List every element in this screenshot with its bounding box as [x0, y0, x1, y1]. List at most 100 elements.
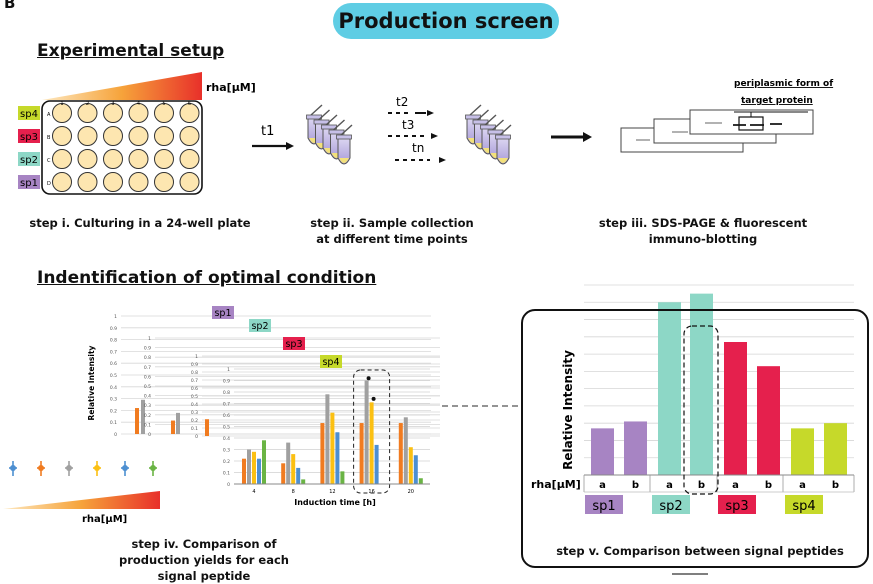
svg-text:0.4: 0.4 — [110, 385, 117, 391]
comp-highlight-box — [683, 325, 719, 495]
svg-text:0.9: 0.9 — [144, 346, 151, 352]
well — [179, 149, 200, 169]
plate-col-label: 4 — [137, 101, 140, 107]
well — [103, 172, 123, 192]
species-tag-label: sp1 — [20, 178, 38, 189]
well — [128, 172, 149, 192]
plot-area: 0 0.1 0.2 0.3 0.4 0.5 0.6 0.7 0.8 0.9 1 4 8 12 16 20 — [223, 367, 430, 495]
tube — [495, 124, 512, 165]
bar — [281, 463, 286, 484]
svg-text:1: 1 — [195, 354, 198, 360]
svg-text:0.5: 0.5 — [191, 394, 198, 400]
svg-text:0.2: 0.2 — [191, 418, 198, 424]
plate-col-label: 2 — [86, 101, 89, 107]
well — [52, 126, 72, 146]
bar — [301, 479, 306, 484]
section-setup-title: Experimental setup — [37, 41, 225, 61]
tube-rack-2 — [465, 104, 512, 165]
stacked-back-panels: 00.10.20.30.40.50.60.70.80.91 sp100.10.20… — [87, 306, 440, 440]
well — [179, 103, 200, 123]
comp-bar — [624, 421, 647, 475]
svg-text:0.8: 0.8 — [144, 355, 151, 361]
bar — [418, 478, 423, 484]
back-ylabel: Relative Intensity — [87, 345, 96, 420]
comp-xtick-label: a — [732, 480, 739, 491]
group-tag — [652, 495, 690, 514]
svg-text:0.3: 0.3 — [144, 403, 151, 409]
well — [103, 126, 123, 146]
bar — [335, 432, 340, 484]
comp-xtick-label: a — [599, 480, 606, 491]
group-tag-label: sp2 — [659, 499, 682, 514]
comp-xlabel: rha[μM] — [531, 478, 581, 491]
svg-text:0.1: 0.1 — [191, 426, 198, 432]
ytick-label: 0 — [227, 482, 230, 488]
well — [128, 103, 149, 123]
svg-text:0.2: 0.2 — [110, 408, 117, 414]
well — [52, 172, 72, 192]
plate-col-label: 3 — [111, 101, 114, 107]
group-tag — [585, 495, 623, 514]
svg-text:0.1: 0.1 — [144, 422, 151, 428]
bar — [330, 412, 335, 484]
gel-blots — [620, 109, 814, 153]
svg-text:0.1: 0.1 — [110, 420, 117, 426]
t3-label: t3 — [402, 118, 414, 132]
bar — [413, 455, 418, 484]
plate-col-label: 5 — [162, 101, 165, 107]
well — [77, 149, 98, 169]
comp-xtick-label: b — [765, 480, 772, 491]
step-ii-caption: step ii. Sample collection at different … — [310, 216, 474, 246]
bar — [340, 471, 345, 484]
svg-text:0.3: 0.3 — [110, 397, 117, 403]
comp-ylabel: Relative Intensity — [561, 350, 575, 470]
xtick-label: 16 — [368, 489, 374, 495]
group-tag-label: sp3 — [725, 499, 748, 514]
svg-text:0.7: 0.7 — [144, 365, 151, 371]
comp-bar — [658, 302, 681, 475]
bar — [257, 458, 261, 484]
bar — [403, 417, 408, 484]
section-optimal-title: Indentification of optimal condition — [37, 268, 377, 288]
xtick-label: 12 — [329, 489, 335, 495]
comp-xtick-label: b — [632, 480, 639, 491]
front-panel-tag-label: sp4 — [322, 357, 339, 368]
t1-label: t1 — [261, 124, 274, 139]
comp-xtick-label: a — [799, 480, 806, 491]
banner-title: Production screen — [333, 3, 559, 39]
back-panel-sp3: 0 0.1 0.2 0.3 0.4 0.5 0.6 0.7 0.8 0.9 1 sp3 — [191, 337, 440, 440]
bar — [247, 449, 251, 484]
well — [128, 149, 149, 169]
back-bar — [141, 399, 145, 434]
back-bar — [171, 420, 175, 434]
bar — [359, 423, 364, 484]
panel-label: B — [4, 0, 16, 12]
xtick-label: 4 — [252, 489, 255, 495]
ytick-label: 0.3 — [223, 448, 230, 454]
bar — [286, 442, 291, 484]
well — [154, 172, 174, 192]
svg-text:0.7: 0.7 — [191, 378, 198, 384]
time-dashes — [388, 110, 446, 163]
step-v-caption: step v. Comparison between signal peptid… — [556, 544, 844, 558]
ytick-label: 0.2 — [223, 459, 230, 465]
svg-text:0.5: 0.5 — [144, 384, 151, 390]
legend-marker — [37, 461, 45, 476]
bar — [291, 454, 296, 484]
ytick-label: 0.6 — [223, 413, 230, 419]
xtick-label: 8 — [292, 489, 295, 495]
tube — [336, 124, 353, 165]
back-panel-tag-label: sp3 — [285, 339, 302, 350]
bar — [320, 423, 325, 484]
svg-text:0.7: 0.7 — [110, 349, 117, 355]
well — [103, 103, 123, 123]
svg-text:0.5: 0.5 — [110, 373, 117, 379]
highlight-box — [353, 369, 391, 494]
max-dot — [371, 396, 376, 401]
back-panel-tag — [212, 306, 234, 319]
svg-text:0.6: 0.6 — [191, 386, 198, 392]
bar — [242, 458, 246, 484]
well — [77, 126, 98, 146]
